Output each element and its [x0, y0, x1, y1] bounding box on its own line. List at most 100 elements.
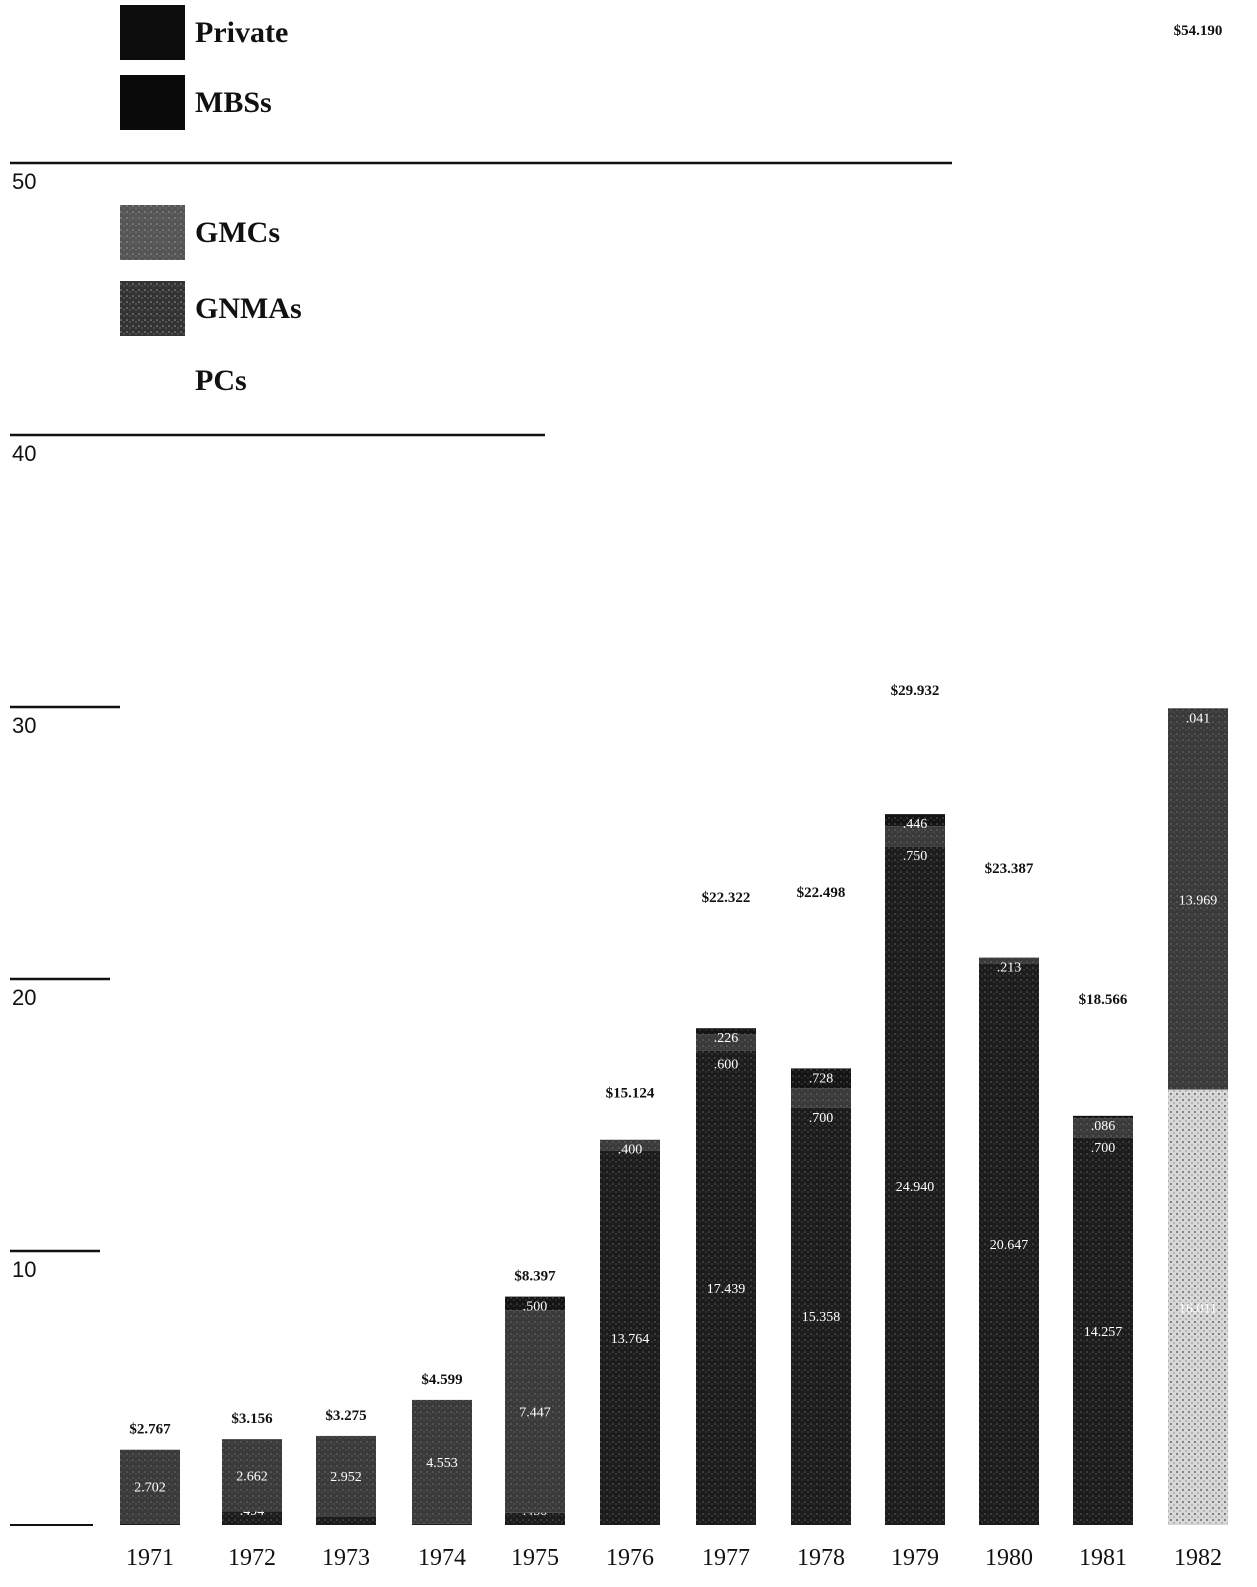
segment-value-label: 16.011: [1179, 1301, 1217, 1316]
segment-value-label: 15.358: [802, 1310, 841, 1325]
bar-segment-texture: [791, 1107, 851, 1525]
segment-value-label: .600: [714, 1057, 739, 1072]
bar-1972: .4942.662$3.156: [222, 1411, 282, 1525]
bar-segment-texture: [885, 846, 945, 1525]
bar-1980: 20.647 .213 $23.387: [979, 861, 1039, 1525]
bar-segment-texture: [1073, 1118, 1133, 1138]
bar-segment-texture: [600, 1150, 660, 1525]
x-tick-label: 1981: [1079, 1545, 1127, 1571]
bar-segment-texture: [600, 1139, 660, 1151]
segment-value-label: 2.662: [236, 1469, 268, 1484]
y-tick-label: 20: [12, 985, 36, 1010]
bar-segment-texture: [696, 1034, 756, 1051]
legend-swatch: [120, 5, 185, 60]
legend-label: MBSs: [195, 86, 272, 119]
bar-total-label: $54.190: [1174, 23, 1223, 39]
bar-segment-texture: [1073, 1137, 1133, 1525]
bar-segment-texture: [979, 957, 1039, 964]
segment-value-label: .750: [903, 849, 928, 864]
segment-value-label: .086: [1091, 1119, 1116, 1134]
legend-item-pcs: PCs: [195, 364, 247, 397]
legend-label: PCs: [195, 364, 247, 397]
legend: Private MBSs GMCs GNMAs PCs: [120, 5, 302, 397]
bar-total-label: $18.566: [1079, 992, 1128, 1008]
bar-1973: .3232.952$3.275: [316, 1408, 376, 1525]
bar-segment-texture: [120, 1449, 180, 1524]
legend-item-gnmas: GNMAs: [120, 281, 302, 336]
bar-segment-texture: [505, 1296, 565, 1311]
x-tick-label: 1977: [702, 1545, 750, 1571]
bar-segment-texture: [1073, 1115, 1133, 1119]
segment-value-label: .400: [618, 1143, 643, 1158]
segment-value-label: 7.447: [519, 1405, 551, 1420]
bar-segment-texture: [791, 1068, 851, 1089]
bar-segment-texture: [222, 1511, 282, 1525]
y-tick-label: 30: [12, 713, 36, 738]
y-tick-label: 50: [12, 169, 36, 194]
bar-segment-texture: [505, 1310, 565, 1513]
x-tick-label: 1980: [985, 1545, 1033, 1571]
segment-value-label: 14.257: [1084, 1325, 1123, 1340]
x-tick-label: 1976: [606, 1545, 654, 1571]
legend-swatch-texture: [120, 281, 185, 336]
bar-1982: 16.011 13.969 .041 $54.190: [1168, 23, 1228, 1525]
bar-total-label: $22.322: [702, 890, 751, 906]
bar-segment-texture: [885, 814, 945, 827]
legend-label: Private: [195, 16, 288, 49]
bars: .0652.702$2.767.4942.662$3.156.3232.952$…: [120, 23, 1228, 1525]
segment-value-label: .500: [523, 1300, 548, 1315]
bar-1976: 13.764 .400 $15.124: [600, 1086, 660, 1525]
legend-item-mbss: MBSs: [120, 75, 272, 130]
bar-1977: 17.439 .600 .226 $22.322: [696, 890, 756, 1525]
bar-segment-texture: [120, 1523, 180, 1525]
bar-segment-texture: [222, 1439, 282, 1512]
legend-label: GMCs: [195, 216, 280, 249]
segment-value-label: 2.952: [330, 1470, 362, 1485]
bar-1978: 15.358 .700 .728 $22.498: [791, 885, 851, 1525]
bar-1975: .4507.447.500$8.397: [505, 1269, 565, 1525]
bar-total-label: $8.397: [514, 1269, 556, 1285]
bar-1971: .0652.702$2.767: [120, 1422, 180, 1525]
segment-value-label: 24.940: [896, 1180, 935, 1195]
segment-value-label: .700: [1091, 1141, 1116, 1156]
segment-value-label: .700: [809, 1111, 834, 1126]
bar-total-label: $15.124: [606, 1086, 655, 1102]
bar-segment-texture: [1168, 709, 1228, 1090]
x-axis: 1971 1972 1973 1974 1975 1976 1977 1978 1979 1980…: [126, 1545, 1222, 1571]
bar-segment-texture: [696, 1050, 756, 1525]
segment-value-label: 13.969: [1179, 894, 1218, 909]
bar-segment-texture: [412, 1399, 472, 1524]
segment-value-label: .728: [809, 1071, 834, 1086]
x-tick-label: 1979: [891, 1545, 939, 1571]
segment-value-label: 2.702: [134, 1480, 166, 1495]
y-axis: 10 20 30 40 50: [10, 161, 952, 1526]
bar-total-label: $3.156: [231, 1411, 273, 1427]
bar-1974: .0464.553$4.599: [412, 1372, 472, 1525]
segment-value-label: 17.439: [707, 1282, 746, 1297]
bar-segment-texture: [1168, 708, 1228, 710]
bar-total-label: $29.932: [891, 683, 940, 699]
x-tick-label: 1975: [511, 1545, 559, 1571]
bar-total-label: $2.767: [129, 1422, 171, 1438]
x-tick-label: 1982: [1174, 1545, 1222, 1571]
bar-segment-texture: [316, 1516, 376, 1525]
bar-segment-texture: [505, 1512, 565, 1525]
legend-swatch-texture: [120, 205, 185, 260]
x-tick-label: 1972: [228, 1545, 276, 1571]
bar-total-label: $3.275: [325, 1408, 366, 1424]
segment-value-label: .213: [997, 961, 1022, 976]
bar-segment-texture: [791, 1088, 851, 1108]
segment-value-label: .041: [1186, 711, 1211, 726]
bar-1979: 24.940 .750 .446 $29.932: [885, 683, 945, 1525]
bar-1981: 14.257 .700 .086 $18.566: [1073, 992, 1133, 1525]
y-tick-label: 10: [12, 1257, 36, 1282]
bar-segment-texture: [316, 1435, 376, 1517]
legend-label: GNMAs: [195, 292, 302, 325]
bar-segment-texture: [979, 963, 1039, 1525]
segment-value-label: 20.647: [990, 1238, 1029, 1253]
segment-value-label: 13.764: [611, 1332, 650, 1347]
segment-value-label: .226: [714, 1031, 739, 1046]
x-tick-label: 1971: [126, 1545, 174, 1571]
bar-segment-texture: [885, 826, 945, 847]
